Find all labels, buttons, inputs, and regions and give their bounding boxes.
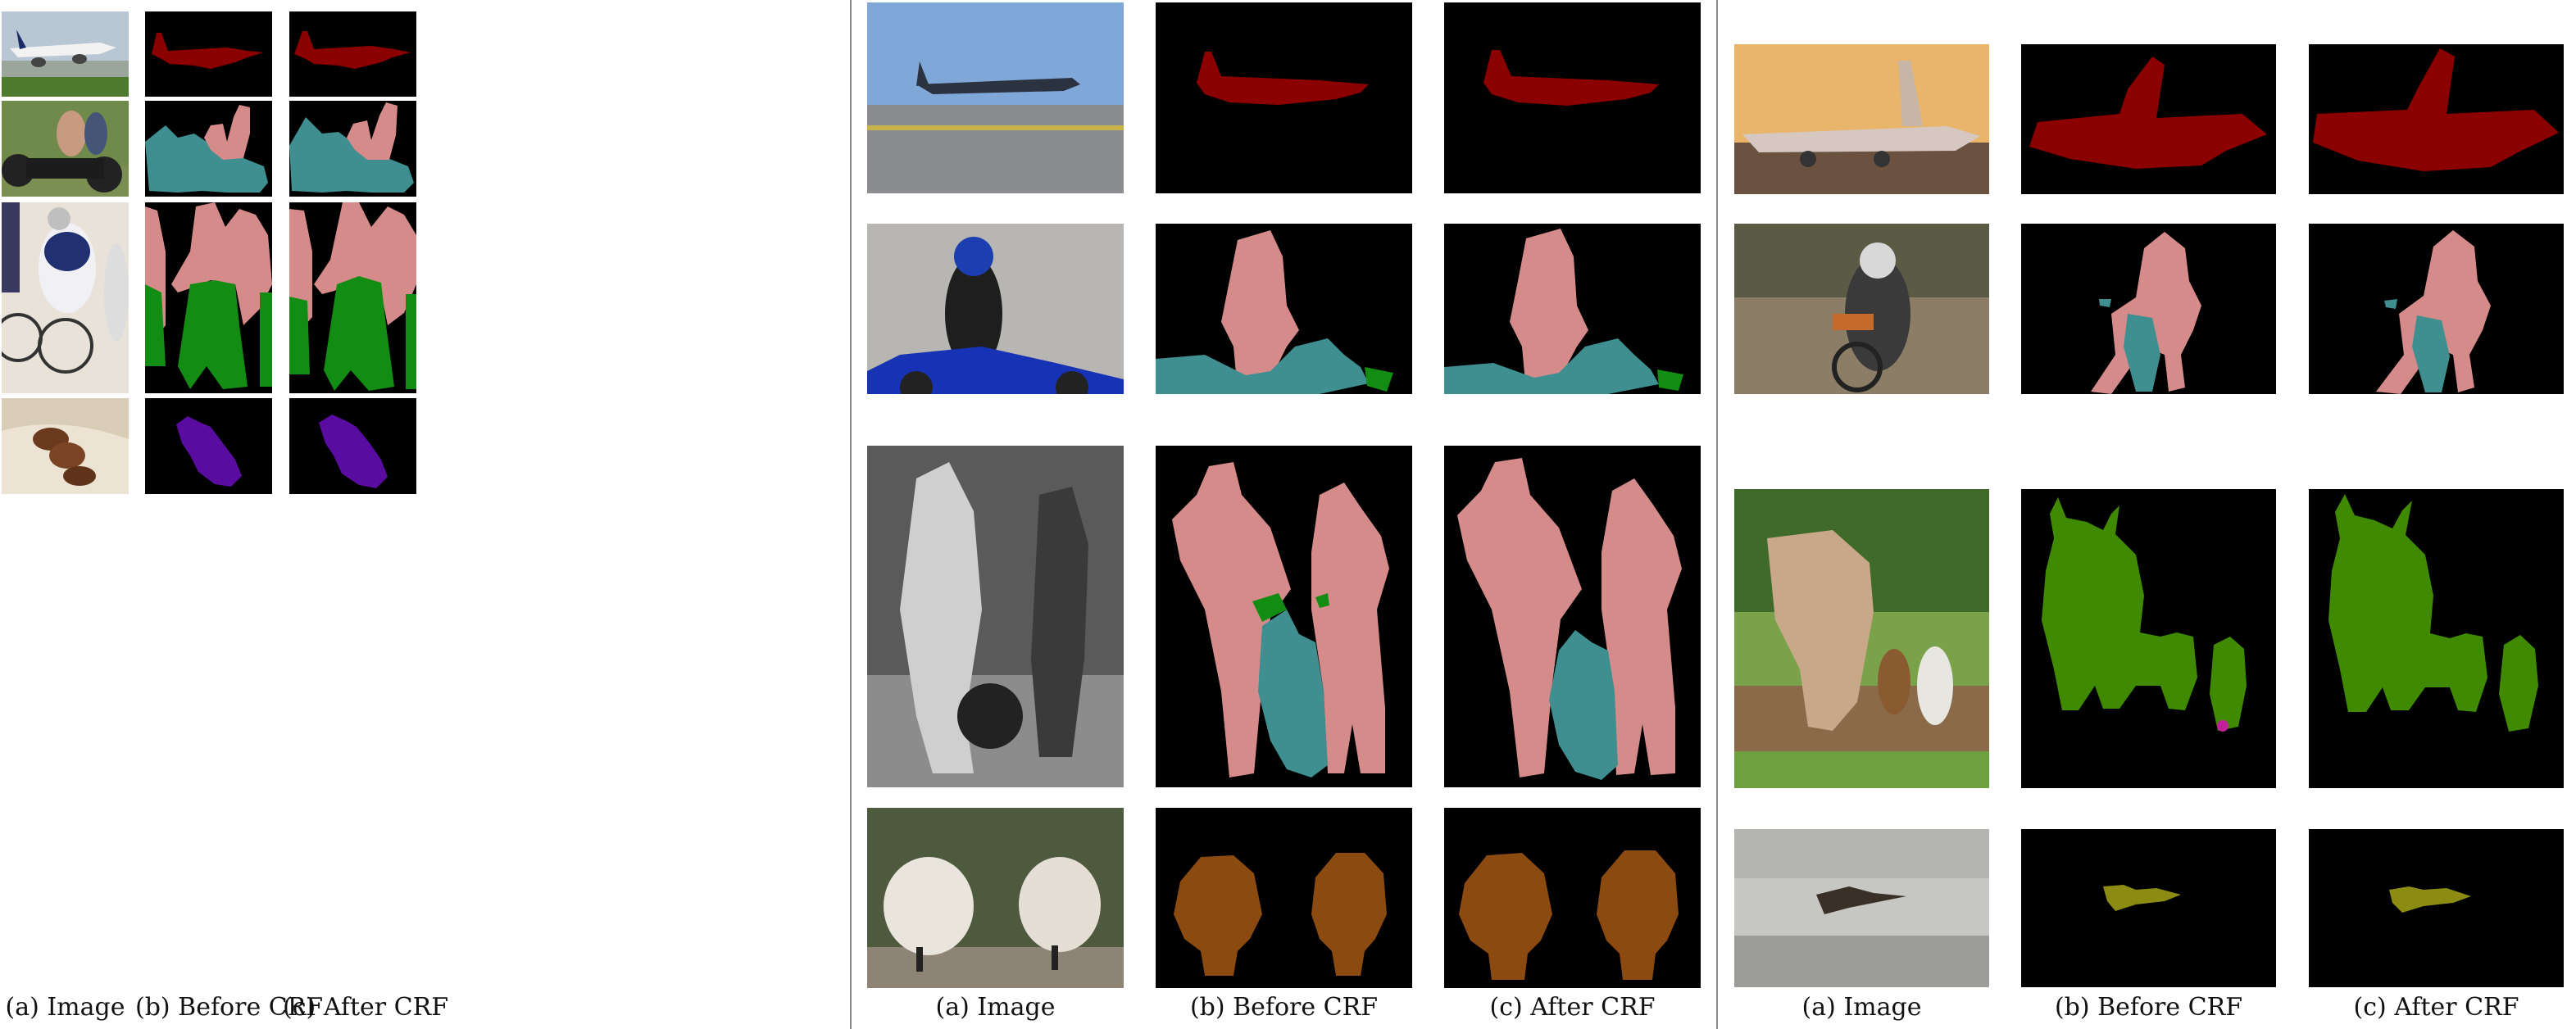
segmentation-after-crf-zebu-cows [2309, 489, 2564, 788]
bicycle-segment [145, 284, 166, 366]
person-segment [1311, 483, 1389, 773]
segmentation-after-crf-track-cyclists [289, 202, 416, 393]
input-image-blue-helmet-rider [867, 224, 1124, 394]
aeroplane-segment [1483, 50, 1659, 106]
segmentation-before-crf-blue-helmet-rider [1156, 224, 1412, 394]
bicycle-segment [1365, 367, 1393, 392]
input-image-bird-over-water [1734, 829, 1989, 987]
segmentation-before-crf-bird [2021, 829, 2276, 987]
sheep-segment [1311, 853, 1387, 976]
dog-segment [319, 415, 388, 488]
motorbike-segment [2124, 314, 2160, 392]
input-image-military-jet [867, 2, 1124, 193]
caption-image-column: (a) Image [1801, 993, 1922, 1022]
bicycle-segment [1252, 593, 1287, 622]
motorbike-segment [1444, 338, 1659, 394]
segmentation-after-crf-puppies [289, 398, 416, 494]
input-image-puppies-on-bed [2, 398, 129, 494]
segmentation-after-crf-kids-motorcycle [289, 101, 416, 197]
input-image-motocross-rider [1734, 224, 1989, 394]
bicycle-segment [1657, 369, 1683, 391]
input-image-airliner-sunset [1734, 44, 1989, 194]
person-segment [1601, 478, 1682, 775]
caption-image-column: (a) Image [5, 993, 125, 1022]
aeroplane-segment [152, 33, 264, 69]
bicycle-segment [260, 292, 272, 387]
segmentation-before-crf-airplane [145, 11, 272, 97]
segmentation-before-crf-track-cyclists [145, 202, 272, 393]
motorbike-segment [1549, 630, 1618, 780]
bicycle-segment [1315, 593, 1329, 608]
sheep-segment [1459, 853, 1552, 980]
bird-segment [2103, 885, 2181, 911]
aeroplane-segment [2029, 57, 2267, 169]
caption-before-crf-column: (b) Before CRF [135, 993, 324, 1022]
person-segment [1172, 462, 1291, 777]
cow-segment [2042, 497, 2197, 710]
segmentation-before-crf-two-sheep [1156, 808, 1412, 988]
panel-divider [1716, 0, 1718, 1029]
segmentation-after-crf-bird [2309, 829, 2564, 987]
panel-divider [850, 0, 852, 1029]
caption-after-crf-column: (c) After CRF [1489, 993, 1656, 1022]
input-image-track-cyclists [2, 202, 129, 393]
aeroplane-segment [294, 31, 411, 69]
input-image-zebu-cows [1734, 489, 1989, 788]
dog-segment [176, 416, 242, 487]
motorbike-segment [2384, 299, 2397, 309]
segmentation-before-crf-motocross-rider [2021, 224, 2276, 394]
motorbike-segment [2412, 315, 2450, 392]
sheep-segment [1597, 850, 1679, 980]
motorbike-segment [1156, 338, 1369, 394]
aeroplane-segment [2313, 48, 2559, 171]
segmentation-before-crf-airliner-sunset [2021, 44, 2276, 194]
segmentation-after-crf-vintage-couple [1444, 446, 1701, 787]
segmentation-after-crf-airplane [289, 11, 416, 97]
segmentation-before-crf-kids-motorcycle [145, 101, 272, 197]
bird-segment [2389, 886, 2471, 913]
person-segment [2091, 232, 2201, 394]
cow-segment [2328, 494, 2487, 712]
person-segment [171, 202, 272, 325]
caption-image-column: (a) Image [935, 993, 1056, 1022]
bicycle-segment [324, 276, 394, 391]
motorbike-segment [145, 125, 268, 193]
motorbike-segment [1258, 610, 1328, 777]
segmentation-before-crf-zebu-cows [2021, 489, 2276, 788]
input-image-two-sheep [867, 808, 1124, 988]
segmentation-after-crf-motocross-rider [2309, 224, 2564, 394]
bicycle-segment [406, 294, 416, 389]
person-segment [1510, 229, 1588, 392]
segmentation-before-crf-vintage-couple [1156, 446, 1412, 787]
segmentation-after-crf-airliner-sunset [2309, 44, 2564, 194]
bicycle-segment [178, 280, 248, 389]
input-image-kids-motorcycle [2, 101, 129, 197]
segmentation-before-crf-military-jet [1156, 2, 1412, 193]
bicycle-segment [289, 297, 310, 374]
segmentation-after-crf-blue-helmet-rider [1444, 224, 1701, 394]
person-segment [314, 202, 416, 325]
caption-before-crf-column: (b) Before CRF [1189, 993, 1379, 1022]
person-segment [2376, 230, 2491, 394]
sheep-segment [1174, 855, 1262, 976]
segmentation-before-crf-puppies [145, 398, 272, 494]
person-segment [204, 105, 250, 160]
caption-after-crf-column: (c) After CRF [283, 993, 449, 1022]
person-segment [347, 102, 398, 160]
caption-after-crf-column: (c) After CRF [2353, 993, 2519, 1022]
motorbike-segment [289, 117, 414, 193]
cow-segment [2210, 637, 2247, 731]
cow-segment [2499, 635, 2538, 732]
segmentation-after-crf-military-jet [1444, 2, 1701, 193]
person-segment [1221, 230, 1299, 392]
small-artifact-segment [2217, 720, 2228, 732]
motorbike-segment [2099, 299, 2111, 307]
input-image-vintage-couple [867, 446, 1124, 787]
segmentation-after-crf-two-sheep [1444, 808, 1701, 988]
input-image-airplane-takeoff [2, 11, 129, 97]
caption-before-crf-column: (b) Before CRF [2054, 993, 2243, 1022]
aeroplane-segment [1197, 52, 1369, 105]
